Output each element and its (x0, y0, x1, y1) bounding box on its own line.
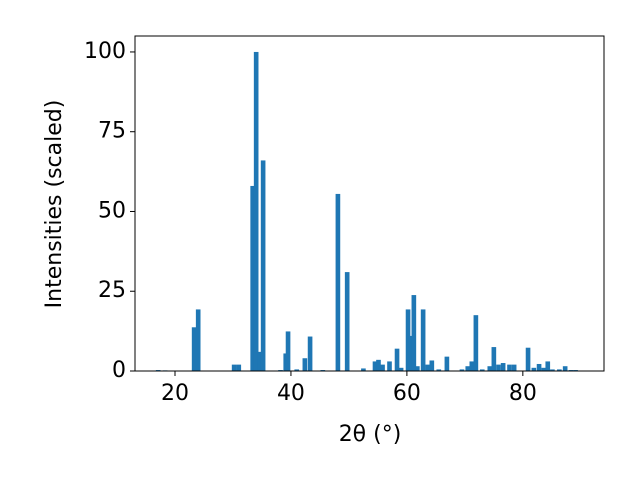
x-tick-label: 60 (393, 381, 421, 406)
y-tick-label: 0 (112, 358, 126, 383)
x-tick-label: 40 (277, 381, 305, 406)
bar (473, 315, 479, 371)
bar (531, 367, 537, 371)
bar (465, 366, 471, 371)
bar (536, 363, 542, 371)
bar (469, 361, 475, 371)
bar (302, 358, 308, 371)
bar (479, 369, 485, 371)
bar (562, 366, 568, 371)
bar (429, 360, 435, 371)
bar (444, 356, 450, 371)
plot-frame (134, 35, 605, 372)
x-tick-label: 20 (161, 381, 189, 406)
bar (496, 364, 501, 371)
bar (550, 369, 555, 371)
bar (405, 309, 411, 371)
bar (344, 272, 350, 371)
bar (411, 295, 417, 371)
bar (398, 367, 404, 371)
bar (191, 327, 197, 371)
bar (459, 369, 465, 371)
y-tick-label: 50 (98, 198, 126, 223)
bar (420, 309, 426, 371)
bar (231, 364, 237, 371)
x-axis-label: 2θ (°) (339, 422, 402, 447)
bar (361, 368, 366, 371)
bar (525, 347, 531, 371)
bar (394, 348, 400, 371)
bar (250, 185, 256, 371)
bar (285, 331, 291, 371)
y-tick-label: 75 (98, 119, 126, 144)
bar (335, 193, 341, 371)
bar (253, 51, 259, 371)
bar (541, 367, 547, 371)
bar (511, 364, 517, 371)
bar (491, 347, 497, 371)
bar (283, 353, 289, 371)
bar (376, 359, 381, 371)
y-tick-label: 100 (84, 39, 126, 64)
bar (415, 366, 420, 371)
bar (236, 364, 242, 371)
bar (500, 363, 506, 371)
bar (257, 351, 263, 371)
bar (380, 364, 385, 371)
bar (387, 361, 392, 371)
y-axis-label: Intensities (scaled) (42, 100, 67, 309)
bar (557, 369, 562, 371)
bar (307, 336, 313, 371)
bar (294, 369, 300, 371)
bar (545, 361, 551, 371)
bar (425, 364, 431, 371)
bar (436, 369, 442, 371)
bar (195, 309, 201, 371)
y-tick-label: 25 (98, 278, 126, 303)
x-tick-label: 80 (509, 381, 537, 406)
bar (260, 160, 266, 371)
bar (507, 364, 512, 371)
bar (408, 335, 414, 371)
bar (487, 366, 493, 371)
bar (372, 361, 378, 371)
